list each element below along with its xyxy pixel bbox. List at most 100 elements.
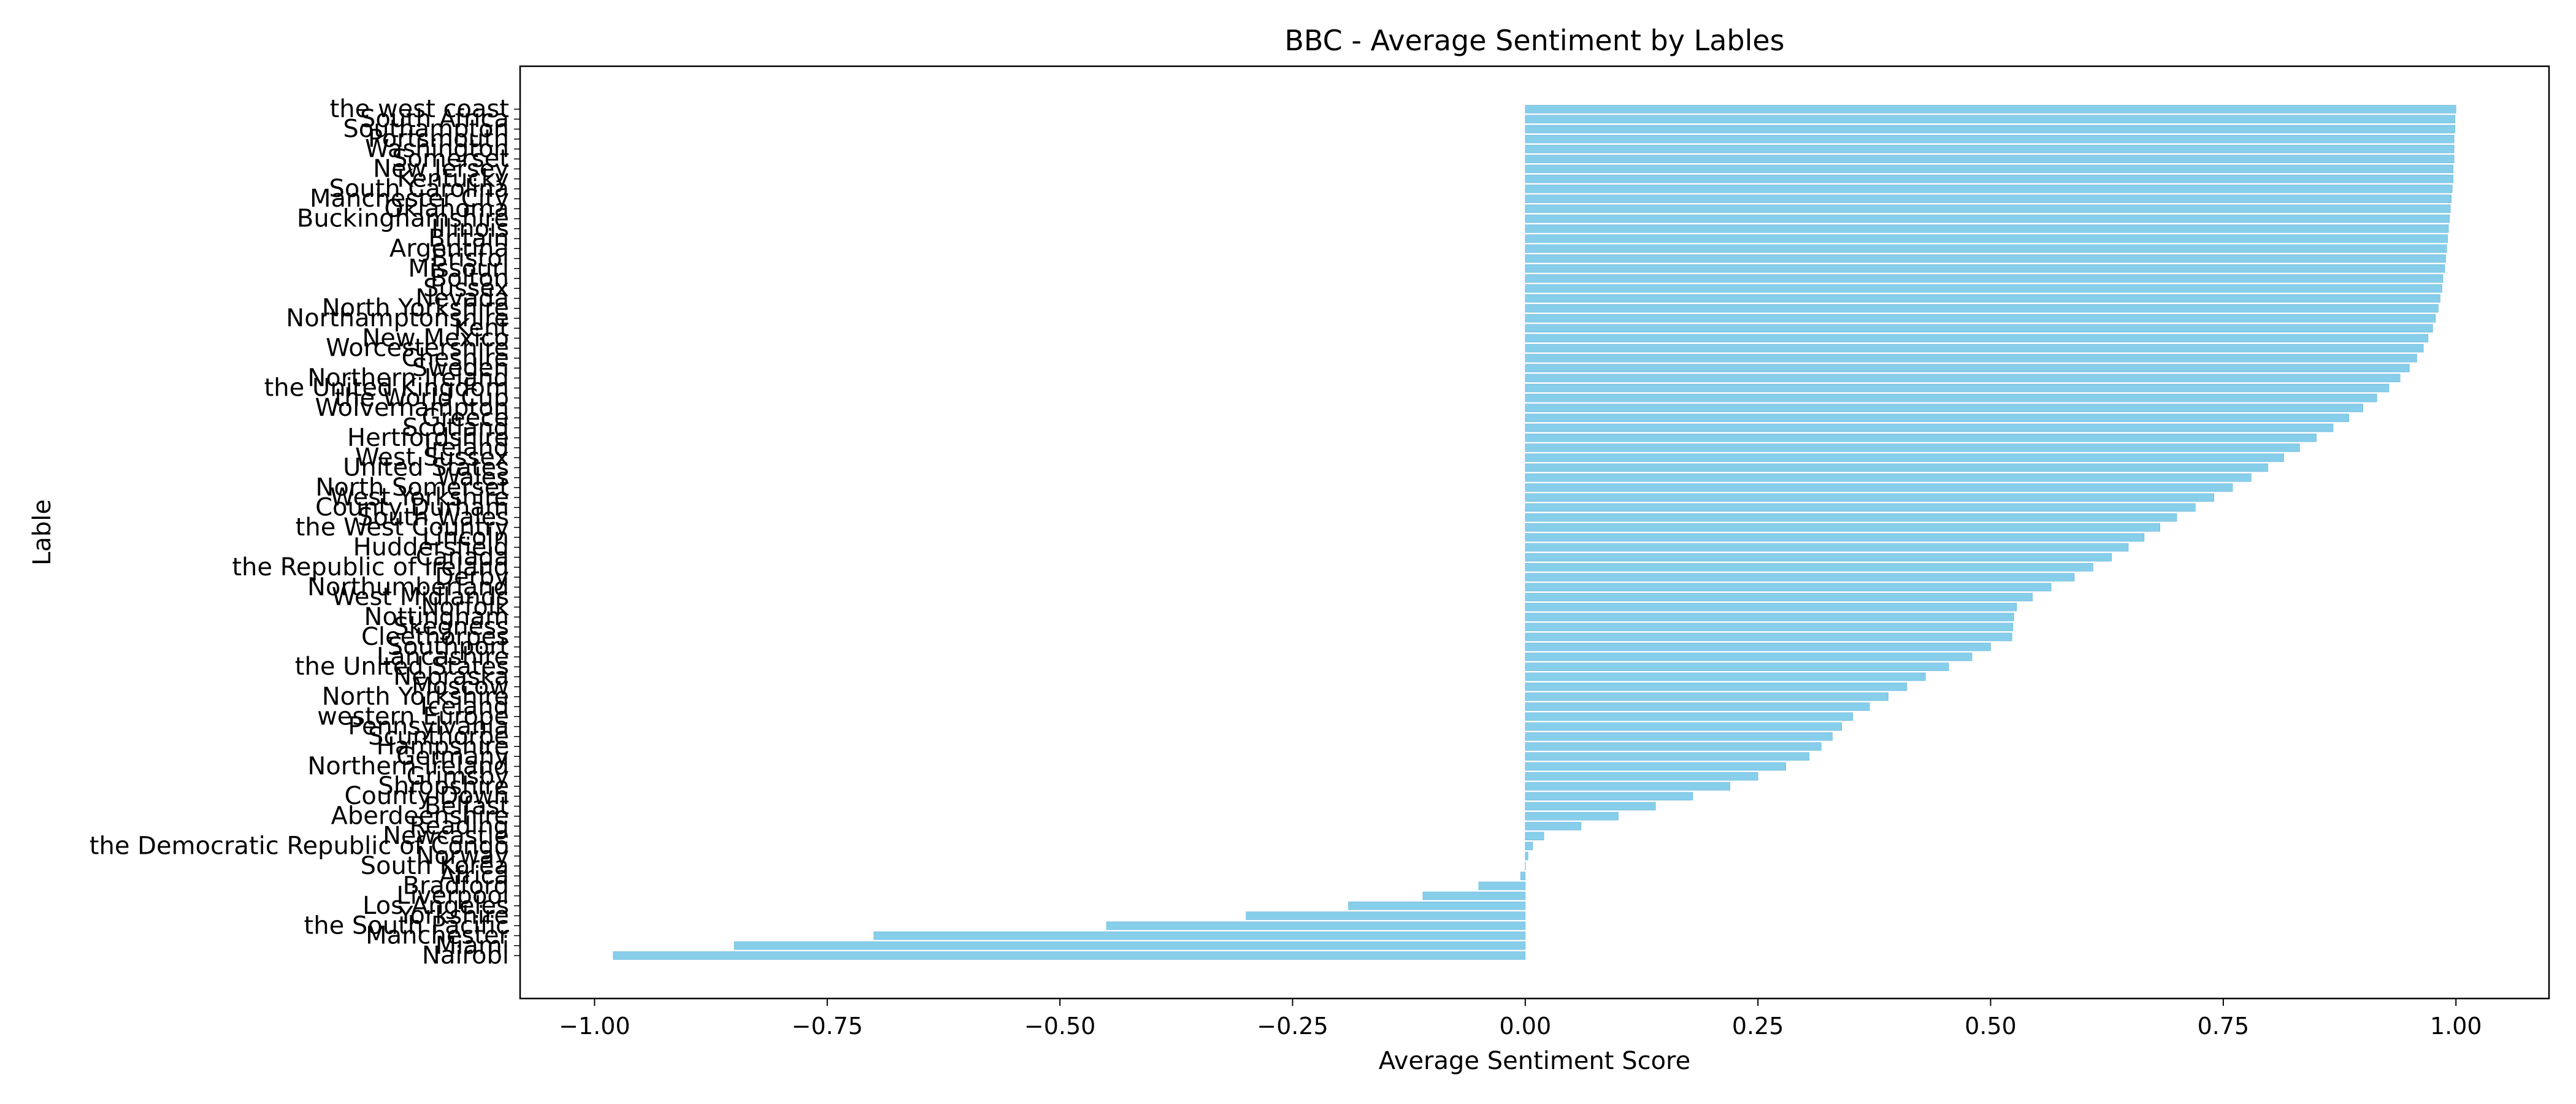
bar (1525, 294, 2440, 303)
bar (1525, 274, 2444, 283)
category-label: Southport (388, 633, 509, 661)
category-label: the west coast (330, 95, 509, 123)
bar (1525, 782, 1730, 791)
category-label: Nottingham (364, 603, 509, 631)
bar (1525, 692, 1888, 701)
bar (1525, 264, 2445, 273)
bar (1525, 453, 2284, 462)
x-tick-label: 1.00 (2430, 1013, 2482, 1040)
category-label: Yorkshire (397, 902, 509, 930)
bar (613, 951, 1526, 960)
bar (1478, 881, 1526, 891)
category-label: South Korea (361, 852, 509, 880)
category-label: the Republic of Ireland (232, 553, 509, 581)
category-label: New Mexico (362, 324, 509, 352)
bar (1525, 394, 2377, 402)
bar (734, 941, 1526, 950)
category-label: Los Angeles (362, 892, 509, 920)
bar (1525, 254, 2446, 263)
bar (1525, 125, 2456, 134)
category-label: Greece (422, 404, 509, 432)
category-label: Northamptonshire (286, 304, 509, 332)
category-label: Bradford (403, 872, 509, 900)
category-label: Northern Ireland (307, 753, 509, 781)
bar (1525, 583, 2052, 592)
category-label: Hampshire (377, 732, 509, 761)
bar (1525, 383, 2390, 393)
category-label: North Yorkshire (322, 294, 509, 323)
bar (1525, 822, 1582, 830)
bar (1525, 563, 2093, 572)
bar (1520, 872, 1526, 880)
category-label: Miami (435, 932, 509, 960)
chart-title: BBC - Average Sentiment by Lables (1284, 24, 1784, 57)
category-label: Nevada (415, 284, 509, 312)
bar (873, 931, 1526, 940)
bar (1525, 792, 1693, 801)
bar (1525, 374, 2401, 383)
bar (1525, 762, 1787, 771)
x-tick-label: 0.25 (1732, 1013, 1784, 1040)
category-label: Cleethorpes (361, 623, 509, 651)
category-label: Shropshire (378, 772, 509, 800)
bar (1525, 473, 2252, 482)
category-label: West Sussex (355, 443, 509, 472)
x-tick-label: −0.75 (792, 1013, 863, 1040)
category-label: Ireland (424, 434, 509, 462)
category-label: United States (343, 453, 509, 481)
category-label: Wolverhampton (315, 394, 509, 422)
category-label: Pennsylvania (348, 713, 509, 741)
category-label: West Yorkshire (330, 483, 509, 512)
category-label: Manchester (366, 922, 509, 950)
category-label: Argentina (389, 234, 509, 263)
category-label: Lancashire (377, 643, 509, 671)
category-label: the United States (295, 653, 509, 681)
category-label: western Europe (317, 702, 509, 730)
x-axis-ticks: −1.00 −0.75 −0.50 −0.25 0.00 0.25 0.50 0.75 1.00 (559, 999, 2482, 1040)
bar (1525, 742, 1822, 751)
category-label: the World Cup (335, 384, 509, 412)
bar (1525, 115, 2456, 124)
x-tick-label: −0.50 (1024, 1013, 1095, 1040)
category-label: Buckinghamshire (297, 205, 509, 233)
category-label: Nebraska (393, 662, 509, 691)
category-label: Canada (416, 543, 509, 572)
bar (1525, 732, 1833, 741)
bar (1525, 343, 2424, 353)
bar (1525, 155, 2455, 163)
category-label: Scotland (402, 414, 509, 442)
bar (1525, 334, 2429, 343)
bar (1525, 533, 2145, 542)
category-label: Bristol (431, 245, 509, 273)
bar (1525, 503, 2196, 512)
bar (1525, 841, 1533, 851)
category-label: Britain (428, 224, 509, 253)
bar (1525, 244, 2447, 253)
bar (1525, 174, 2454, 183)
category-label: Norfolk (421, 593, 510, 621)
category-label: Washington (365, 135, 509, 163)
bar (1525, 234, 2448, 243)
category-label: the West Country (296, 513, 509, 542)
category-label: North Somerset (315, 473, 509, 502)
category-label: Moscow (412, 673, 509, 701)
x-tick-label: 0.00 (1500, 1013, 1552, 1040)
bar (1525, 672, 1926, 681)
bar (1525, 632, 2012, 642)
x-tick-label: 0.50 (1965, 1013, 2017, 1040)
bar (1525, 543, 2129, 552)
category-label: Portsmouth (368, 125, 509, 153)
bar (1525, 682, 1907, 691)
bar (1525, 364, 2410, 372)
bar (1422, 891, 1526, 900)
category-label: Kentucky (397, 165, 509, 193)
bar (1525, 443, 2300, 452)
bar (1525, 314, 2436, 323)
y-axis-label: Lable (28, 499, 56, 565)
category-label: Derby (435, 563, 509, 591)
bar (1525, 602, 2017, 611)
category-label: Reading (410, 812, 509, 840)
bar (1525, 613, 2014, 621)
category-label: South Carolina (329, 175, 509, 203)
category-label: Wales (437, 464, 509, 492)
